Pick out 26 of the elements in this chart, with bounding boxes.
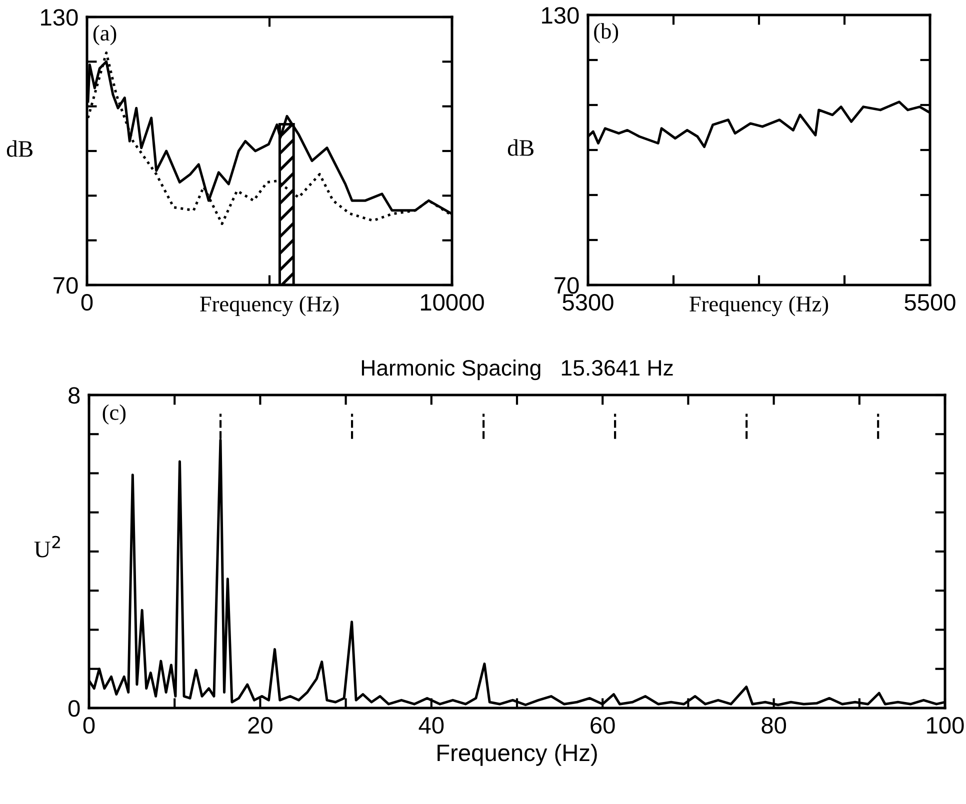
x-axis-title: Frequency (Hz) — [690, 296, 828, 316]
y-tick-label: 130 — [41, 9, 78, 26]
y-axis-title: U$^{2}$ — [34, 536, 60, 558]
x-axis-title: Frequency (Hz) — [438, 744, 597, 766]
x-tick-label: 20 — [248, 716, 272, 734]
x-tick-label: 5500 — [904, 294, 956, 311]
x-tick-label: 60 — [590, 716, 615, 734]
x-tick-label: 80 — [762, 716, 786, 734]
x-tick-label: 10000 — [420, 294, 484, 311]
x-tick-label: 100 — [927, 716, 964, 734]
y-tick-label: 70 — [554, 277, 579, 294]
y-tick-label: 130 — [542, 7, 579, 24]
x-tick-label: 5300 — [562, 294, 614, 311]
x-axis-title: Frequency (Hz) — [200, 296, 339, 316]
chart-title: Harmonic Spacing 15.3641 Hz — [362, 359, 673, 380]
annotation: (c) — [102, 404, 126, 425]
y-axis-title: dB — [6, 140, 32, 157]
y-axis-title: dB — [508, 139, 534, 156]
y-tick-label: 70 — [54, 277, 78, 294]
annotation: (a) — [93, 25, 116, 46]
annotation: (b) — [594, 23, 618, 44]
x-tick-label: 40 — [418, 716, 444, 734]
x-tick-label: 0 — [83, 716, 95, 734]
y-tick-label: 8 — [68, 387, 80, 404]
y-tick-label: 0 — [68, 700, 80, 717]
x-tick-label: 0 — [81, 294, 93, 311]
